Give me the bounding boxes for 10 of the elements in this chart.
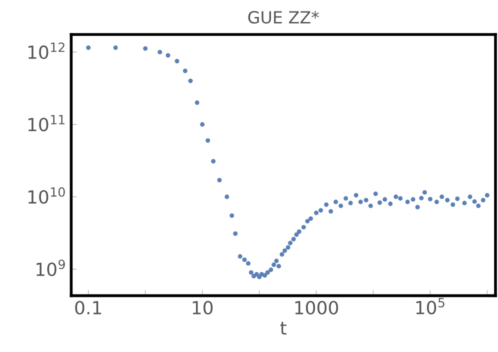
y-tick-label: 10$^{9}$ — [36, 260, 65, 276]
y-tick-label: 10$^{12}$ — [28, 42, 64, 60]
y-tick-label: 10$^{10}$ — [28, 187, 65, 204]
x-tick-label: 1000 — [295, 300, 338, 315]
y-tick-label: 10$^{11}$ — [28, 115, 65, 132]
x-axis-title: t — [280, 322, 286, 335]
chart-title: GUE ZZ* — [248, 11, 319, 24]
x-tick-label: 0.1 — [75, 300, 102, 315]
x-tick-label: 10 — [192, 300, 213, 315]
x-tick-label: 10$^{5}$ — [416, 298, 444, 314]
